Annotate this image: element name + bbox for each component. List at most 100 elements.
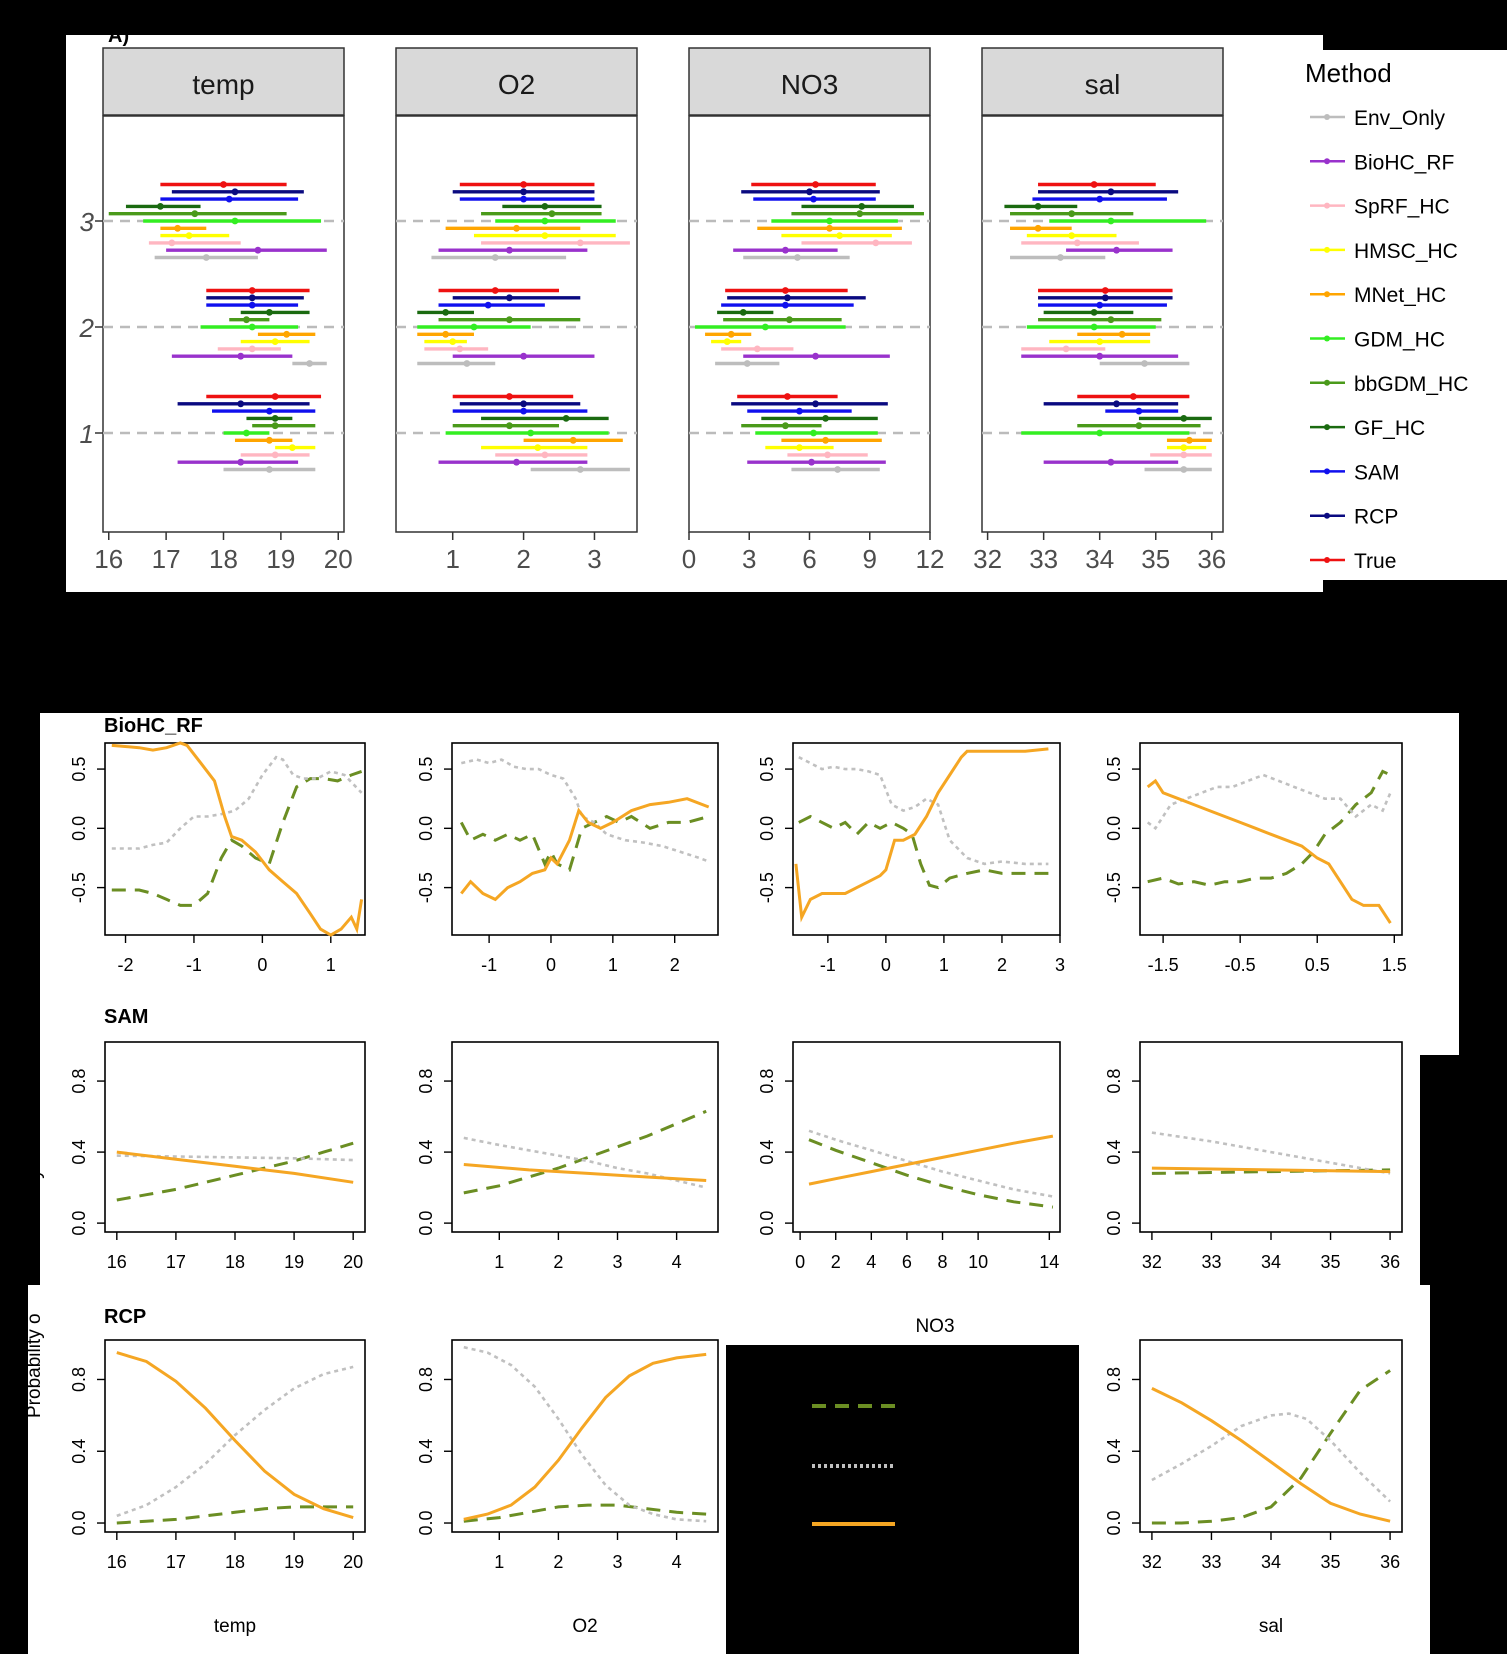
subplot-sam-o2: 1 2 3 4 0.0 0.4 0.8 xyxy=(416,1041,719,1272)
interval-point-rcp xyxy=(1113,400,1120,408)
x-tick-label: 17 xyxy=(166,1552,186,1572)
series-line-solid-orange xyxy=(463,1163,707,1182)
interval-point-rcp xyxy=(1101,294,1109,302)
interval-point-sam xyxy=(520,407,527,415)
y-tick-label: 3 xyxy=(80,207,95,237)
y-tick-label: 0.0 xyxy=(757,1211,777,1236)
subplot-frame xyxy=(451,1041,719,1233)
interval-point-gdm-hc xyxy=(527,429,535,437)
interval-point-env-only xyxy=(463,360,471,367)
interval-point-hmsc-hc xyxy=(185,232,193,240)
x-tick-label: 35 xyxy=(1141,544,1170,574)
subplot-rcp-sal: 32 33 34 35 36 0.0 0.4 0.8 xyxy=(1104,1339,1403,1572)
row-label-biohc-rf: BioHC_RF xyxy=(104,715,203,737)
interval-point-true xyxy=(491,287,499,294)
y-tick-label: 0.0 xyxy=(1104,1211,1124,1236)
series-line-dashed-green xyxy=(808,1138,1054,1209)
x-tick-label: 18 xyxy=(225,1252,245,1272)
series-line-dotted-grey xyxy=(463,1136,707,1189)
panel-a-label: A) xyxy=(108,25,129,47)
interval-point-hmsc-hc xyxy=(271,338,279,345)
interval-point-hmsc-hc xyxy=(288,444,296,451)
y-tick-label: 0.4 xyxy=(1104,1140,1124,1165)
interval-point-env-only xyxy=(1057,254,1064,261)
interval-point-sprf-hc xyxy=(271,451,279,459)
interval-point-gf-hc xyxy=(156,203,164,210)
interval-point-bbgdm-hc xyxy=(1107,316,1115,324)
subplot-biohc-rf-sal: -1.5 -0.5 0.5 1.5 -0.5 0.0 0.5 xyxy=(1104,742,1407,975)
facet-strip-label: O2 xyxy=(498,69,535,100)
panel-rcp-background xyxy=(1079,1345,1430,1654)
x-tick-label: 18 xyxy=(209,544,238,574)
y-tick-label: 0.0 xyxy=(69,816,89,841)
facet-strip xyxy=(688,47,931,116)
x-tick-label: 32 xyxy=(973,544,1002,574)
subplot-rcp-o2: 1 2 3 4 0.0 0.4 0.8 xyxy=(416,1339,719,1572)
subplot-biohc-rf-o2: -1 0 1 2 -0.5 0.0 0.5 xyxy=(416,742,719,975)
interval-point-hmsc-hc xyxy=(534,444,542,451)
legend-swatch-point xyxy=(1324,246,1330,253)
interval-point-gf-hc xyxy=(271,415,279,422)
legend-swatch-point xyxy=(1324,468,1330,475)
y-tick-label: 0.4 xyxy=(757,1140,777,1165)
x-tick-label: 4 xyxy=(672,1552,682,1572)
x-tick-label: 1 xyxy=(608,955,618,975)
y-tick-label: 0.0 xyxy=(69,1511,89,1536)
y-tick-label: 0.8 xyxy=(1104,1367,1124,1392)
y-tick-label: 1 xyxy=(80,419,94,449)
interval-point-hmsc-hc xyxy=(836,232,844,240)
interval-point-bbgdm-hc xyxy=(506,316,513,324)
x-tick-label: 4 xyxy=(672,1252,682,1272)
subplot-frame xyxy=(451,742,719,936)
interval-point-mnet-hc xyxy=(266,436,273,444)
legend-item-mnet-hc: MNet_HC xyxy=(1354,284,1446,307)
interval-point-bbgdm-hc xyxy=(271,422,279,430)
series-line-dotted-grey xyxy=(1151,1412,1392,1503)
interval-point-gf-hc xyxy=(1034,203,1042,210)
interval-point-gf-hc xyxy=(858,203,866,210)
x-tick-label: 6 xyxy=(902,1252,912,1272)
x-tick-label: 34 xyxy=(1085,544,1114,574)
interval-point-gdm-hc xyxy=(761,323,769,331)
series-line-solid-orange xyxy=(794,747,1049,923)
series-line-dashed-green xyxy=(116,1505,354,1525)
subplot-sam-temp: 16 17 18 19 20 0.0 0.4 0.8 xyxy=(69,1041,366,1272)
series-line-dotted-grey xyxy=(1151,1131,1391,1175)
y-tick-label: 0.4 xyxy=(1104,1439,1124,1464)
interval-point-bbgdm-hc xyxy=(506,422,513,430)
x-tick-label: 32 xyxy=(1142,1252,1162,1272)
series-line-dashed-green xyxy=(111,769,363,907)
interval-point-biohc-rf xyxy=(237,352,245,360)
x-axis-label-no3: NO3 xyxy=(915,1316,954,1337)
interval-point-gdm-hc xyxy=(248,323,256,331)
y-tick-label: -0.5 xyxy=(757,872,777,903)
x-tick-label: 16 xyxy=(107,1552,127,1572)
series-line-dashed-green xyxy=(798,814,1049,890)
interval-point-true xyxy=(784,393,791,400)
y-tick-label: 2 xyxy=(79,313,95,343)
x-tick-label: 12 xyxy=(916,544,945,574)
interval-point-rcp xyxy=(248,294,256,302)
x-tick-label: 0 xyxy=(682,544,696,574)
subplot-frame xyxy=(451,1339,719,1533)
interval-point-rcp xyxy=(812,400,819,408)
interval-point-true xyxy=(1129,393,1137,400)
interval-point-rcp xyxy=(520,188,527,196)
interval-point-true xyxy=(520,181,527,188)
y-tick-label: 0.5 xyxy=(416,757,436,782)
interval-point-mnet-hc xyxy=(822,436,829,444)
series-line-dashed-green xyxy=(459,814,710,872)
facet-sal: sal 32 33 34 35 36 xyxy=(973,47,1226,574)
interval-point-gdm-hc xyxy=(1107,217,1115,225)
interval-point-hmsc-hc xyxy=(1180,444,1188,451)
interval-point-sprf-hc xyxy=(576,239,584,247)
legend-swatch-point xyxy=(1324,114,1330,120)
legend-swatch-point xyxy=(1324,335,1330,342)
facet-strip xyxy=(981,47,1224,116)
y-tick-label: 0.8 xyxy=(416,1069,436,1094)
y-tick-label: 0.8 xyxy=(757,1069,777,1094)
x-tick-label: 3 xyxy=(613,1252,623,1272)
x-tick-label: -1 xyxy=(820,955,836,975)
series-line-dashed-green xyxy=(1151,1168,1391,1175)
